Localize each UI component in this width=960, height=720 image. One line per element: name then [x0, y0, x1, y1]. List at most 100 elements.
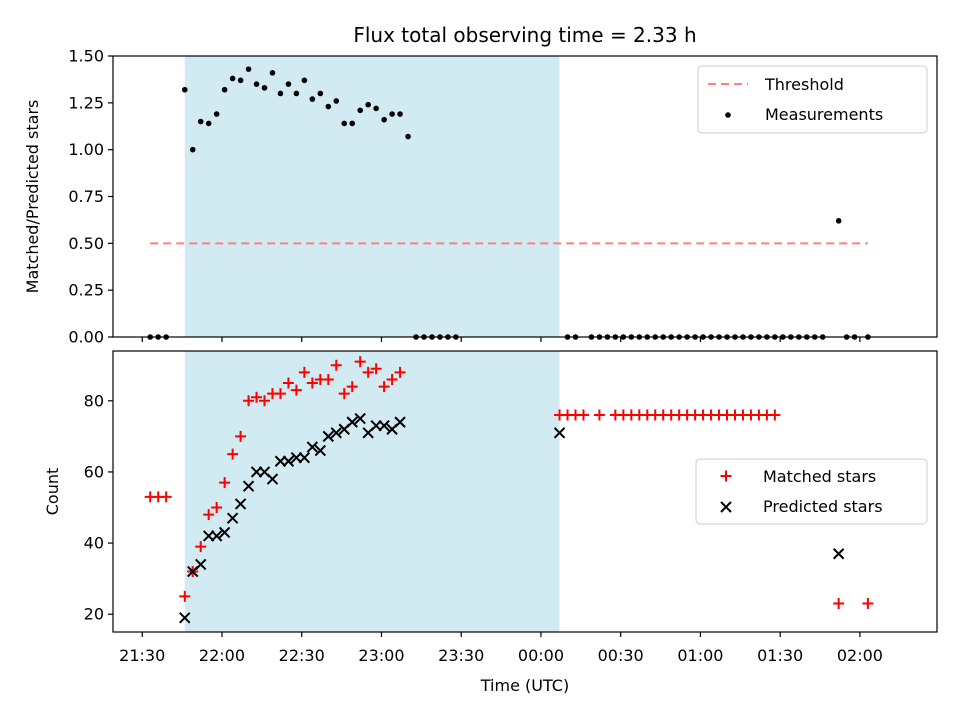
measurement-point	[317, 90, 324, 97]
measurement-point	[301, 77, 308, 84]
measurement-point	[835, 218, 842, 224]
measurement-point	[189, 146, 196, 153]
predicted-star-point	[298, 452, 311, 464]
matched-star-point	[338, 388, 350, 400]
matched-star-point	[577, 409, 589, 421]
measurement-point	[309, 96, 316, 102]
measurement-point	[381, 116, 387, 123]
measurement-point	[349, 120, 356, 127]
measurement-point	[213, 111, 220, 117]
predicted-star-point	[346, 416, 358, 428]
matched-star-point	[346, 381, 358, 393]
y-tick-label-top: 1.50	[68, 47, 104, 66]
matched-star-point	[243, 395, 255, 407]
measurement-point	[389, 111, 395, 117]
matched-star-point	[195, 541, 207, 553]
matched-star-point	[211, 502, 223, 514]
legend-matched-label: Matched stars	[763, 467, 876, 486]
predicted-star-point	[306, 441, 319, 453]
legend-predicted-label: Predicted stars	[763, 497, 883, 516]
measurement-point	[325, 103, 332, 110]
predicted-star-point	[314, 444, 327, 457]
observing-window-top	[184, 56, 560, 337]
matched-star-point	[203, 509, 215, 521]
bottom-panel: 20 40 60 80 21:30 22:00 22:30 23:00 23:30 00:00 00…	[43, 350, 938, 695]
legend-measurements-label: Measurements	[765, 105, 883, 124]
predicted-star-point	[832, 548, 845, 560]
measurement-point	[405, 133, 411, 140]
matched-star-point	[833, 598, 845, 610]
predicted-star-point	[322, 430, 335, 443]
x-tick-label: 00:00	[518, 646, 564, 665]
matched-star-point	[298, 366, 310, 378]
predicted-star-point	[179, 612, 191, 624]
x-tick-label: 02:00	[837, 646, 883, 665]
legend-bottom: Matched stars Predicted stars	[695, 458, 928, 525]
measurement-point	[229, 75, 236, 82]
legend-top-box	[697, 65, 928, 134]
measurement-point	[261, 85, 268, 91]
matched-star-point	[290, 384, 302, 396]
legend-matched-swatch	[720, 470, 732, 482]
matched-star-point	[274, 388, 286, 400]
matched-star-point	[282, 377, 294, 389]
predicted-star-point	[210, 530, 223, 542]
x-tick-label: 23:00	[358, 646, 404, 665]
matched-star-point	[378, 381, 390, 393]
measurement-point	[237, 77, 244, 84]
measurement-point	[365, 101, 371, 108]
legend-bottom-box	[695, 458, 928, 525]
observing-window-bottom	[184, 351, 560, 632]
measurement-point	[197, 118, 204, 125]
measurement-point	[277, 90, 284, 97]
predicted-star-point	[234, 498, 247, 510]
bottom-panel-frame	[112, 350, 938, 633]
measurement-point	[293, 90, 300, 97]
predicted-star-point	[242, 480, 255, 492]
y-tick-label-top: 0.25	[68, 281, 104, 300]
matched-star-point	[219, 477, 231, 489]
predicted-star-point	[378, 419, 390, 432]
legend-measurements-swatch	[725, 112, 731, 118]
measurement-point	[253, 81, 260, 87]
matched-star-point	[394, 366, 406, 378]
matched-star-point	[322, 373, 334, 385]
x-tick-label: 22:00	[199, 646, 245, 665]
y-axis-label-bottom: Count	[43, 468, 62, 516]
y-axis-label-top: Matched/Predicted stars	[23, 100, 42, 294]
matched-star-point	[593, 409, 605, 421]
measurement-point	[269, 70, 276, 76]
x-tick-label: 23:30	[438, 646, 484, 665]
matched-star-point	[862, 598, 874, 610]
predicted-star-point	[218, 526, 231, 539]
predicted-star-point	[226, 512, 239, 524]
x-tick-label: 21:30	[119, 646, 165, 665]
predicted-star-point	[394, 416, 406, 428]
y-tick-label-top: 1.25	[68, 93, 104, 112]
matched-star-point	[769, 409, 781, 421]
predicted-star-point	[354, 412, 366, 425]
measurement-point	[333, 98, 340, 104]
matched-star-point	[179, 590, 191, 602]
measurement-point	[205, 120, 212, 127]
matched-star-point	[259, 395, 271, 407]
y-tick-label-bottom: 40	[84, 534, 104, 553]
measurement-point	[397, 111, 403, 117]
measurement-point	[341, 120, 348, 127]
y-tick-label-bottom: 60	[84, 462, 104, 481]
matched-star-point	[370, 363, 382, 375]
predicted-star-point	[282, 455, 295, 467]
y-tick-label-top: 0.50	[68, 234, 104, 253]
y-tick-label-bottom: 80	[84, 391, 104, 410]
matched-star-point	[235, 430, 247, 442]
legend-predicted-swatch	[720, 501, 732, 513]
y-tick-label-bottom: 20	[84, 605, 104, 624]
matched-star-point	[354, 356, 366, 368]
chart-title: Flux total observing time = 2.33 h	[353, 23, 696, 47]
measurement-point	[357, 107, 364, 114]
matched-star-point	[306, 377, 318, 389]
predicted-star-point	[266, 473, 279, 485]
y-tick-label-top: 0.00	[68, 328, 104, 347]
y-tick-label-top: 1.00	[68, 140, 104, 159]
